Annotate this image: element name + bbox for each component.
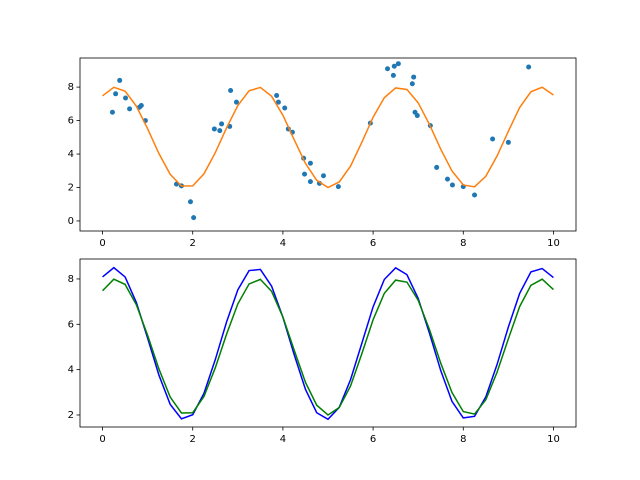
x-tick-label: 4 (280, 238, 286, 249)
line (102, 278, 554, 416)
scatter-point (187, 199, 193, 205)
x-tick-label: 4 (280, 434, 286, 445)
scatter-point (385, 66, 391, 72)
scatter-point (275, 99, 281, 105)
scatter-point (434, 164, 440, 170)
scatter-point (113, 91, 119, 97)
scatter-point (414, 113, 420, 119)
x-tick-label: 0 (99, 238, 105, 249)
scatter-point (211, 126, 217, 132)
x-tick-label: 8 (460, 238, 466, 249)
scatter-point (390, 72, 396, 78)
scatter-point (123, 95, 129, 101)
scatter-point (217, 128, 223, 134)
scatter-point (490, 136, 496, 142)
scatter-point (307, 160, 313, 166)
y-tick-label: 2 (68, 410, 74, 421)
scatter-point (228, 87, 234, 93)
scatter-point (335, 184, 341, 190)
y-tick-label: 0 (68, 216, 74, 227)
scatter-point (109, 109, 115, 115)
x-tick-label: 10 (547, 434, 560, 445)
line (102, 86, 554, 189)
scatter-point (472, 192, 478, 198)
scatter-point (307, 179, 313, 185)
scatter-point (449, 182, 455, 188)
x-tick-label: 8 (460, 434, 466, 445)
subplot: 0 2 4 6 8 10 2 4 6 8 (68, 258, 577, 445)
scatter-point (233, 99, 239, 105)
scatter-point (411, 74, 417, 80)
subplot: 0 2 4 6 8 10 0 2 4 6 8 (68, 57, 577, 249)
scatter-point (444, 176, 450, 182)
scatter-point (191, 215, 197, 221)
axes-frame (79, 258, 577, 428)
y-tick-label: 6 (68, 319, 74, 330)
scatter-point (391, 63, 397, 69)
y-tick-label: 8 (68, 82, 74, 93)
scatter-point (409, 81, 415, 87)
x-tick-label: 2 (190, 238, 196, 249)
scatter-point (526, 64, 532, 70)
scatter-point (127, 106, 133, 112)
scatter-point (138, 103, 144, 109)
y-tick-label: 4 (68, 149, 74, 160)
scatter-point (505, 139, 511, 145)
x-tick-label: 10 (547, 238, 560, 249)
scatter-point (282, 105, 288, 111)
y-tick-label: 2 (68, 182, 74, 193)
x-tick-label: 0 (99, 434, 105, 445)
y-tick-label: 8 (68, 274, 74, 285)
y-tick-label: 4 (68, 365, 74, 376)
axes-frame (79, 57, 577, 232)
scatter-point (395, 61, 401, 67)
x-tick-label: 6 (370, 238, 376, 249)
scatter-point (117, 77, 123, 83)
x-tick-label: 6 (370, 434, 376, 445)
x-tick-label: 2 (190, 434, 196, 445)
scatter-point (320, 173, 326, 179)
scatter-point (302, 171, 308, 177)
y-tick-label: 6 (68, 116, 74, 127)
scatter-point (219, 121, 225, 127)
scatter-point (274, 92, 280, 98)
